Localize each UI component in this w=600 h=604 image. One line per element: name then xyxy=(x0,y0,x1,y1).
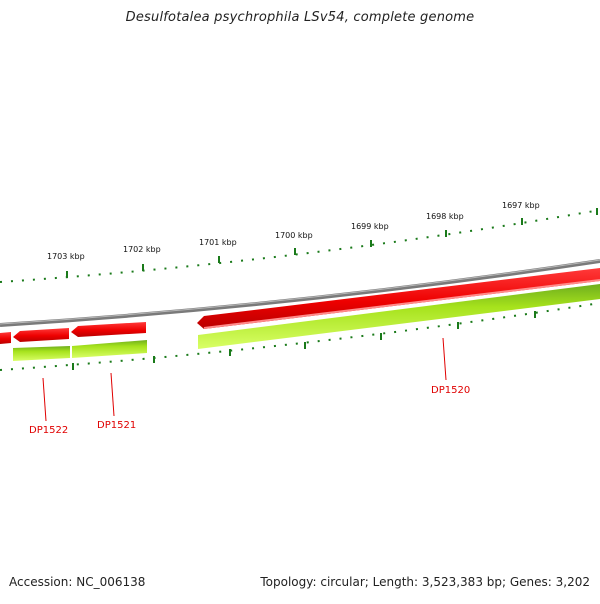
outer-minor-ticks xyxy=(0,209,600,283)
reverse-gene-track xyxy=(13,284,600,361)
scale-label: 1700 kbp xyxy=(275,231,313,240)
genome-summary-text: Topology: circular; Length: 3,523,383 bp… xyxy=(260,575,590,589)
scale-label: 1701 kbp xyxy=(199,238,237,247)
gene-leader-line xyxy=(42,377,47,422)
inner-tick-row xyxy=(0,302,600,371)
gene-arrow-DP1520 xyxy=(197,268,600,329)
gene-arrow-DP1522 xyxy=(13,328,69,342)
genome-backbone xyxy=(0,259,600,327)
gene-arrow-shadow xyxy=(203,279,600,329)
accession-text: Accession: NC_006138 xyxy=(9,575,146,589)
scale-label: 1699 kbp xyxy=(351,222,389,231)
scale-labels: 1703 kbp 1702 kbp 1701 kbp 1700 kbp 1699… xyxy=(47,201,540,261)
genome-backbone-highlight xyxy=(0,259,600,325)
map-title: Desulfotalea psychrophila LSv54, complet… xyxy=(125,10,475,25)
gene-labels: DP1522 DP1521 DP1520 xyxy=(29,337,470,436)
green-segment xyxy=(72,340,147,358)
gene-leader-line xyxy=(442,337,447,381)
gene-label-DP1520[interactable]: DP1520 xyxy=(431,385,470,396)
green-segment xyxy=(13,346,70,361)
gene-arrow-partial xyxy=(0,332,11,344)
green-segment xyxy=(198,284,600,349)
outer-tick-row xyxy=(0,208,600,283)
gene-label-DP1521[interactable]: DP1521 xyxy=(97,420,136,431)
gene-arrow-DP1521 xyxy=(71,322,146,337)
scale-label: 1697 kbp xyxy=(502,201,540,210)
scale-label: 1698 kbp xyxy=(426,212,464,221)
forward-gene-track xyxy=(0,268,600,344)
gene-leader-line xyxy=(110,372,115,417)
scale-label: 1702 kbp xyxy=(123,245,161,254)
gene-label-DP1522[interactable]: DP1522 xyxy=(29,425,68,436)
scale-label: 1703 kbp xyxy=(47,252,85,261)
